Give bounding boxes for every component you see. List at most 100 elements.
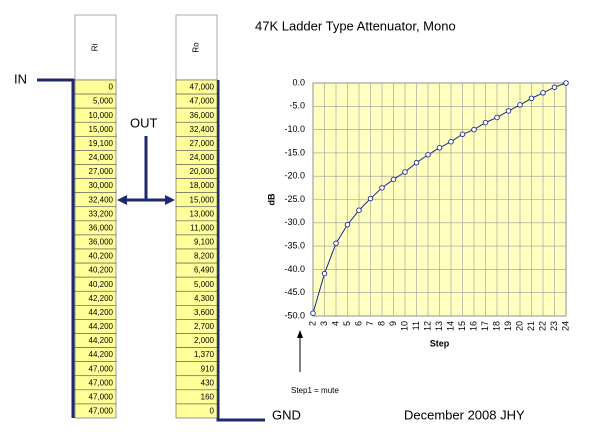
- cell-value: 2,000: [194, 336, 215, 345]
- header-cell: [74, 14, 117, 81]
- x-tick-label: 15: [457, 321, 467, 331]
- cell-value: 15,000: [190, 195, 215, 204]
- x-tick-label: 24: [560, 321, 570, 331]
- cell-value: 47,000: [89, 392, 114, 401]
- cell-value: 40,200: [89, 266, 114, 275]
- cell-value: 36,000: [89, 238, 114, 247]
- y-tick-label: -20.0: [284, 171, 305, 181]
- cell-value: 18,000: [190, 181, 215, 190]
- data-point: [459, 131, 466, 138]
- y-tick-label: -45.0: [284, 287, 305, 297]
- data-point: [402, 169, 408, 175]
- cell-value: 24,000: [89, 153, 114, 162]
- data-point: [321, 270, 328, 277]
- cell-value: 8,200: [194, 252, 215, 261]
- x-tick-label: 5: [342, 321, 352, 326]
- title: 47K Ladder Type Attenuator, Mono: [255, 18, 456, 33]
- out-label: OUT: [130, 115, 158, 130]
- in-label: IN: [14, 71, 27, 86]
- cell-value: 44,200: [89, 308, 114, 317]
- cell-value: 430: [201, 378, 215, 387]
- x-tick-label: 6: [353, 321, 363, 326]
- data-point: [517, 102, 523, 108]
- cell-value: 24,000: [190, 153, 215, 162]
- x-tick-label: 21: [526, 321, 536, 331]
- x-tick-label: 13: [434, 321, 444, 331]
- y-tick-label: -25.0: [284, 194, 305, 204]
- x-tick-label: 14: [445, 321, 455, 331]
- x-tick-label: 12: [422, 321, 432, 331]
- cell-value: 13,000: [190, 209, 215, 218]
- gnd-label: GND: [272, 407, 301, 422]
- cell-value: 6,490: [194, 266, 215, 275]
- cell-value: 32,400: [89, 195, 114, 204]
- cell-value: 27,000: [190, 139, 215, 148]
- data-point: [413, 159, 420, 166]
- arrow-head: [297, 330, 303, 338]
- x-tick-label: 4: [330, 321, 340, 326]
- data-point: [356, 207, 362, 213]
- y-tick-label: -50.0: [284, 310, 305, 320]
- cell-value: 47,000: [190, 83, 215, 92]
- table-cell: [175, 403, 218, 419]
- x-tick-label: 23: [549, 321, 559, 331]
- mute-note: Step1 = mute: [291, 386, 339, 395]
- column-header: Ro: [192, 42, 201, 53]
- data-point: [367, 195, 374, 202]
- cell-value: 20,000: [190, 167, 215, 176]
- cell-value: 160: [201, 392, 215, 401]
- data-point: [551, 84, 558, 90]
- y-tick-label: -35.0: [284, 240, 305, 250]
- cell-value: 4,300: [194, 294, 215, 303]
- data-point: [333, 240, 339, 247]
- cell-value: 47,000: [190, 97, 215, 106]
- x-tick-label: 11: [411, 321, 421, 330]
- cell-value: 47,000: [89, 378, 114, 387]
- x-tick-label: 18: [491, 321, 501, 331]
- footer: December 2008 JHY: [404, 407, 525, 422]
- cell-value: 1,370: [194, 350, 215, 359]
- cell-value: 27,000: [89, 167, 114, 176]
- cell-value: 40,200: [89, 252, 114, 261]
- x-tick-label: 20: [514, 321, 524, 331]
- x-tick-label: 16: [468, 321, 478, 331]
- data-point: [505, 108, 512, 114]
- data-point: [482, 119, 489, 126]
- cell-value: 44,200: [89, 336, 114, 345]
- cell-value: 910: [201, 364, 215, 373]
- cell-value: 32,400: [190, 125, 215, 134]
- column-header: Ri: [91, 44, 100, 52]
- data-point: [528, 95, 535, 102]
- y-tick-label: -30.0: [284, 217, 305, 227]
- y-tick-label: -10.0: [284, 124, 305, 134]
- cell-value: 33,200: [89, 209, 114, 218]
- x-tick-label: 22: [537, 321, 547, 331]
- data-point: [448, 138, 454, 145]
- cell-value: 5,000: [194, 280, 215, 289]
- data-point: [471, 126, 477, 133]
- data-point: [563, 80, 569, 86]
- cell-value: 11,000: [190, 223, 214, 232]
- table-cell: [74, 403, 117, 419]
- y-tick-label: -5.0: [289, 101, 305, 111]
- cell-value: 10,000: [89, 111, 114, 120]
- cell-value: 3,600: [194, 308, 215, 317]
- cell-value: 2,700: [194, 322, 215, 331]
- data-point: [540, 90, 546, 96]
- y-tick-label: -40.0: [284, 264, 305, 274]
- x-tick-label: 19: [503, 321, 513, 331]
- cell-value: 9,100: [194, 238, 215, 247]
- cell-value: 47,000: [89, 407, 114, 416]
- x-tick-label: 17: [480, 321, 490, 331]
- data-point: [310, 310, 316, 316]
- y-axis-label: dB: [266, 193, 276, 205]
- data-point: [494, 114, 500, 121]
- in-wire: [37, 78, 75, 418]
- y-tick-label: 0.0: [292, 77, 305, 87]
- arrow-head: [165, 195, 175, 205]
- x-axis-label: Step: [430, 338, 450, 348]
- cell-value: 44,200: [89, 322, 114, 331]
- cell-value: 30,000: [89, 181, 114, 190]
- cell-value: 36,000: [190, 111, 215, 120]
